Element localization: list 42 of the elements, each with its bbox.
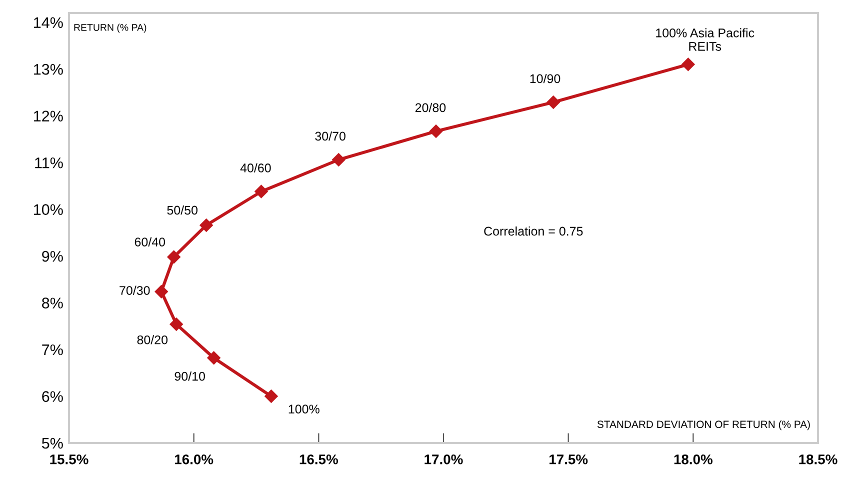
annotation: 40/60: [240, 163, 271, 172]
annotation: 100%: [288, 404, 320, 414]
point: [167, 250, 180, 264]
annotation: 90/10: [174, 372, 205, 381]
y-axis-title: RETURN (% PA): [74, 24, 146, 33]
point: [332, 153, 346, 166]
x-tick-label: 15.5%: [50, 454, 88, 464]
point: [170, 318, 183, 331]
point: [200, 218, 213, 232]
annotation: 100% Asia Pacific REITs: [656, 28, 754, 51]
point: [154, 284, 168, 298]
x-axis-title: STANDARD DEVIATION OF RETURN (% PA): [597, 420, 810, 430]
y-tick-label: 10%: [34, 204, 63, 215]
annotation: Correlation = 0.75: [484, 226, 583, 236]
x-tick-label: 17.0%: [424, 454, 463, 464]
x-tick-label: 18.0%: [674, 454, 712, 464]
point: [546, 96, 560, 109]
annotation: 80/20: [137, 335, 168, 344]
x-tick-label: 18.5%: [799, 454, 838, 464]
y-tick-label: 5%: [42, 438, 63, 449]
point: [682, 58, 695, 71]
point: [254, 184, 268, 198]
point: [264, 390, 278, 403]
point: [429, 124, 443, 138]
y-tick-label: 9%: [42, 250, 63, 262]
y-tick-label: 12%: [34, 110, 63, 122]
y-tick-label: 14%: [34, 17, 63, 28]
annotation: 10/90: [530, 74, 560, 84]
point: [207, 351, 220, 365]
annotation: 50/50: [167, 205, 198, 215]
x-tick-label: 17.5%: [550, 454, 588, 464]
x-tick-label: 16.5%: [300, 454, 338, 464]
y-tick-label: 8%: [42, 298, 63, 308]
y-tick-label: 13%: [34, 64, 63, 75]
annotation: 60/40: [134, 237, 166, 246]
y-tick-label: 11%: [35, 158, 63, 168]
annotation: 70/30: [120, 286, 150, 295]
y-tick-label: 7%: [42, 344, 63, 356]
annotation: 20/80: [415, 102, 446, 112]
x-tick-label: 16.0%: [175, 454, 214, 464]
annotation: 30/70: [315, 131, 346, 141]
y-tick-label: 6%: [42, 391, 63, 402]
